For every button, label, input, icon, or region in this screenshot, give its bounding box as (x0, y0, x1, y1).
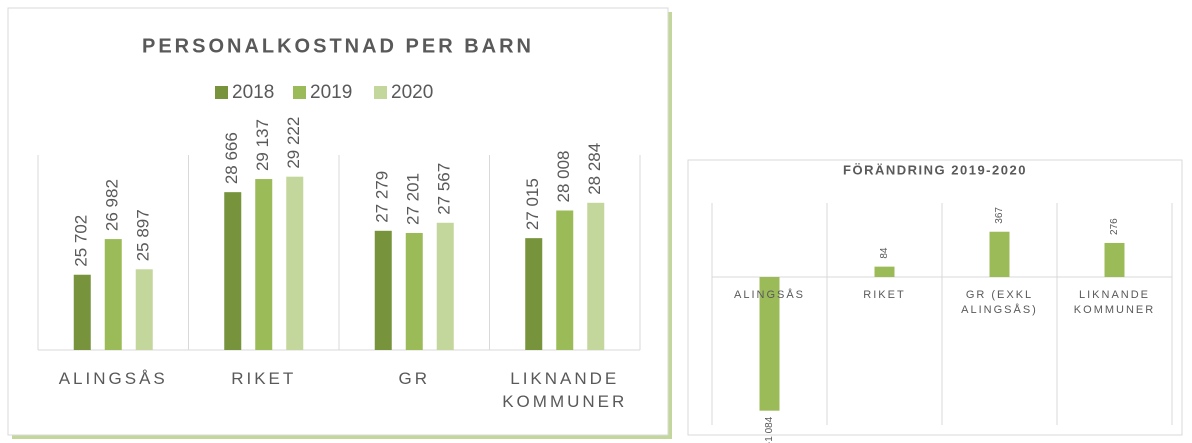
data-label: 28 284 (585, 143, 604, 195)
bar (374, 230, 392, 350)
legend-label: 2019 (310, 82, 352, 103)
legend-swatch (215, 86, 228, 99)
bar (759, 277, 780, 411)
x-tick-label: LIKNANDE KOMMUNER (502, 369, 628, 411)
data-label: 27 015 (523, 178, 542, 230)
data-label: 276 (1109, 218, 1120, 235)
x-tick-label: LIKNANDE KOMMUNER (1073, 289, 1156, 316)
bar (286, 176, 304, 350)
data-label: 367 (994, 207, 1005, 224)
data-label: 27 567 (435, 163, 454, 215)
bar (135, 269, 153, 350)
bar (1104, 242, 1125, 277)
chart-title: PERSONALKOSTNAD PER BARN (142, 35, 534, 57)
data-label: 27 279 (373, 171, 392, 223)
bar (255, 179, 273, 350)
bar (224, 192, 242, 350)
bar (587, 202, 605, 350)
bar (525, 238, 543, 350)
x-tick-label: ALINGSÅS (58, 369, 168, 388)
legend-swatch (374, 86, 387, 99)
bar (556, 210, 574, 350)
x-tick-label: GR (398, 369, 430, 388)
data-label: 29 137 (253, 119, 272, 171)
x-tick-label: RIKET (863, 289, 906, 301)
legend-swatch (293, 86, 306, 99)
data-label: 25 897 (134, 209, 153, 261)
data-label: 25 702 (72, 215, 91, 267)
legend-label: 2020 (391, 82, 433, 103)
data-label: 26 982 (103, 179, 122, 231)
bar (989, 231, 1010, 277)
data-label: 29 222 (284, 117, 303, 169)
data-label: 28 008 (554, 150, 573, 202)
bar (73, 274, 91, 350)
x-tick-label: GR (EXKL ALINGSÅS) (961, 289, 1038, 316)
data-label: 84 (879, 247, 890, 259)
bar (436, 222, 454, 350)
bar (874, 266, 895, 277)
chart-title: FÖRÄNDRING 2019-2020 (843, 162, 1027, 177)
x-tick-label: RIKET (231, 369, 297, 388)
legend-label: 2018 (232, 82, 274, 103)
data-label: -1 084 (764, 416, 775, 443)
data-label: 27 201 (404, 173, 423, 225)
x-tick-label: ALINGSÅS (733, 289, 806, 301)
data-label: 28 666 (222, 132, 241, 184)
bar (104, 239, 122, 350)
bar (405, 232, 423, 350)
